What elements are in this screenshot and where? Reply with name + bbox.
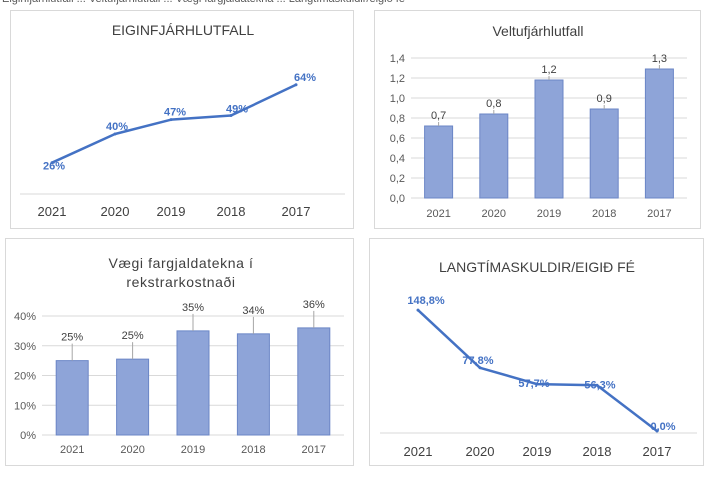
data-point-2018	[595, 383, 599, 387]
chart-fare-revenue-share-svg: Vægi fargjaldatekna í rekstrarkostnaði 0% 1…	[14, 255, 344, 456]
series-line	[50, 83, 298, 164]
y-tick-label: 0,0	[390, 193, 405, 205]
x-tick-2019: 2019	[523, 444, 552, 459]
data-label-2017: 64%	[294, 72, 316, 84]
data-label-2019: 1,2	[541, 64, 556, 76]
series-line	[416, 308, 659, 433]
x-tick-2018: 2018	[241, 444, 265, 456]
data-label-2021: 148,8%	[407, 295, 445, 307]
bar-2018	[589, 108, 619, 199]
y-tick-label: 1,2	[390, 73, 405, 85]
data-point-2021	[416, 308, 420, 312]
x-tick-2021: 2021	[404, 444, 433, 459]
data-label-2019: 35%	[182, 302, 204, 314]
chart-current-ratio-svg: Veltufjárhlutfall 0,0 0,2 0,4 0,6 0,8 1,0 1,2 1,…	[390, 23, 687, 220]
chart-equity-ratio-svg: EIGINFJÁRHLUTFALL 26% 40% 47% 49% 64% 2021 2020…	[20, 22, 345, 219]
top-strip-text: Eiginfjárhlutfall ... Veltufjárhlutfall …	[2, 0, 405, 5]
top-strip-cropped-text: Eiginfjárhlutfall ... Veltufjárhlutfall …	[0, 0, 711, 6]
bar-2020	[479, 113, 509, 199]
y-tick-label: 10%	[14, 400, 36, 412]
y-tick-label: 1,0	[390, 93, 405, 105]
data-label-2020: 0,8	[486, 98, 501, 110]
y-tick-label: 30%	[14, 341, 36, 353]
x-tick-2020: 2020	[482, 208, 506, 220]
bar-2017	[644, 68, 674, 199]
data-label-2020: 77,8%	[462, 355, 493, 367]
data-label-2021: 25%	[61, 332, 83, 344]
top-strip-svg: Eiginfjárhlutfall ... Veltufjárhlutfall …	[2, 0, 405, 5]
data-point-2019	[169, 118, 173, 122]
y-tick-label: 0,2	[390, 173, 405, 185]
bar-2021	[55, 360, 89, 436]
bar-2020	[116, 358, 150, 436]
data-label-2019: 47%	[164, 107, 186, 119]
data-point-2021	[50, 161, 54, 165]
data-label-2020: 40%	[106, 121, 128, 133]
data-label-2021: 0,7	[431, 110, 446, 122]
x-tick-2018: 2018	[583, 444, 612, 459]
x-tick-2019: 2019	[181, 444, 205, 456]
x-tick-2021: 2021	[426, 208, 450, 220]
y-tick-label: 0%	[20, 430, 36, 442]
chart-title-line-1: Vægi fargjaldatekna í	[109, 255, 254, 271]
x-tick-2020: 2020	[466, 444, 495, 459]
x-tick-2021: 2021	[60, 444, 84, 456]
x-tick-2018: 2018	[592, 208, 616, 220]
x-tick-2017: 2017	[647, 208, 671, 220]
x-tick-2020: 2020	[120, 444, 144, 456]
data-label-2020: 25%	[122, 330, 144, 342]
x-tick-2017: 2017	[302, 444, 326, 456]
data-label-2017: 1,3	[652, 53, 667, 65]
data-point-2018	[229, 114, 233, 118]
data-label-2019: 57,7%	[518, 378, 549, 390]
chart-title: EIGINFJÁRHLUTFALL	[112, 22, 255, 38]
y-tick-label: 0,4	[390, 153, 405, 165]
data-point-2020	[113, 132, 117, 136]
data-label-2021: 26%	[43, 161, 65, 173]
chart-fare-revenue-share: Vægi fargjaldatekna í rekstrarkostnaði 0% 1…	[5, 238, 354, 466]
chart-longterm-debt-equity-svg: LANGTÍMASKULDIR/EIGIÐ FÉ 148,8% 77,8% 57,7%…	[380, 259, 697, 459]
data-point-2017	[655, 429, 659, 433]
y-tick-label: 0,6	[390, 133, 405, 145]
data-label-2018: 0,9	[597, 93, 612, 105]
x-tick-2018: 2018	[217, 204, 246, 219]
x-tick-2019: 2019	[157, 204, 186, 219]
data-point-2020	[478, 366, 482, 370]
bar-2017	[297, 327, 331, 436]
y-tick-label: 40%	[14, 311, 36, 323]
data-label-2018: 34%	[242, 305, 264, 317]
data-label-2018: 56,3%	[584, 379, 615, 391]
data-label-2018: 49%	[226, 104, 248, 116]
bar-2021	[424, 125, 454, 199]
x-tick-2020: 2020	[101, 204, 130, 219]
data-label-2017: 36%	[303, 299, 325, 311]
chart-title: LANGTÍMASKULDIR/EIGIÐ FÉ	[439, 259, 635, 275]
chart-title-line-2: rekstrarkostnaði	[126, 274, 235, 290]
y-tick-label: 1,4	[390, 53, 405, 65]
data-point-2017	[294, 83, 298, 87]
y-tick-label: 20%	[14, 371, 36, 383]
y-tick-label: 0,8	[390, 113, 405, 125]
bar-2019	[534, 79, 564, 199]
x-tick-2021: 2021	[38, 204, 67, 219]
chart-current-ratio: Veltufjárhlutfall 0,0 0,2 0,4 0,6 0,8 1,0 1,2 1,…	[374, 10, 701, 229]
data-point-2019	[535, 382, 539, 386]
x-tick-2017: 2017	[282, 204, 311, 219]
chart-title: Veltufjárhlutfall	[492, 23, 583, 39]
x-tick-2019: 2019	[537, 208, 561, 220]
x-tick-2017: 2017	[643, 444, 672, 459]
bar-2019	[176, 330, 210, 436]
bar-2018	[236, 333, 270, 436]
chart-equity-ratio: EIGINFJÁRHLUTFALL 26% 40% 47% 49% 64% 2021 2020…	[10, 10, 354, 229]
data-label-2017: 0,0%	[650, 421, 675, 433]
chart-longterm-debt-equity: LANGTÍMASKULDIR/EIGIÐ FÉ 148,8% 77,8% 57,7%…	[369, 238, 704, 466]
